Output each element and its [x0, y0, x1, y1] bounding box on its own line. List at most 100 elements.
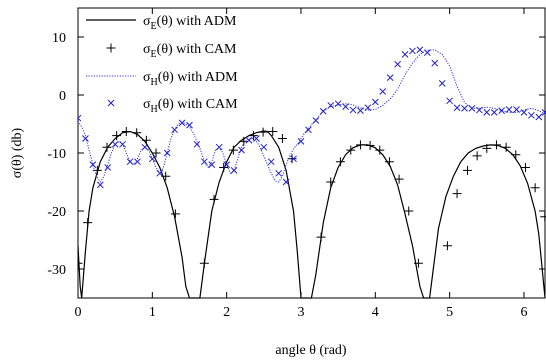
data-point	[365, 140, 375, 150]
data-point	[468, 104, 476, 112]
data-point	[230, 167, 238, 174]
x-tick-label: 3	[297, 305, 304, 320]
data-point	[505, 106, 513, 113]
y-tick-label: 10	[52, 31, 66, 46]
data-point	[267, 158, 275, 166]
data-point	[193, 140, 201, 148]
data-point	[282, 178, 290, 186]
data-point	[223, 161, 231, 168]
data-point	[134, 158, 141, 166]
data-point	[335, 157, 345, 167]
data-point	[228, 145, 238, 155]
data-point	[384, 157, 394, 167]
data-point	[483, 109, 491, 116]
data-point	[462, 165, 472, 175]
data-point	[141, 135, 151, 145]
data-point	[541, 109, 546, 116]
data-point	[513, 106, 520, 113]
data-point	[319, 107, 327, 115]
data-point	[126, 158, 134, 166]
data-point	[423, 49, 431, 57]
data-point	[260, 143, 268, 151]
data-point	[208, 161, 216, 168]
legend-label: σH(θ) with CAM	[143, 97, 238, 115]
data-point	[209, 194, 219, 204]
legend-label: σH(θ) with ADM	[143, 70, 238, 88]
x-tick-label: 4	[372, 305, 379, 320]
data-point	[186, 121, 193, 129]
data-point	[416, 46, 424, 54]
data-point	[258, 127, 268, 137]
data-point	[277, 134, 287, 143]
data-point	[111, 140, 119, 148]
data-point	[78, 258, 83, 268]
data-point	[199, 258, 209, 268]
legend-entry: σE(θ) with ADM	[86, 14, 237, 32]
x-axis-label: angle θ (rad)	[275, 343, 347, 358]
axis-ticks	[77, 8, 545, 298]
data-point	[401, 51, 409, 58]
y-axis-label: σ(θ) (db)	[10, 127, 25, 178]
y-tick-label: -10	[47, 147, 66, 162]
data-point	[530, 183, 540, 193]
data-point	[119, 140, 126, 148]
series-2	[78, 49, 546, 183]
data-point	[490, 109, 498, 116]
x-tick-label: 0	[75, 305, 82, 320]
data-point	[92, 165, 102, 175]
series-line	[78, 130, 546, 299]
data-point	[364, 104, 372, 112]
data-point	[540, 212, 546, 222]
data-point	[520, 109, 528, 116]
data-point	[409, 47, 416, 55]
x-tick-label: 5	[446, 305, 453, 320]
data-point	[442, 241, 452, 251]
data-point	[334, 100, 342, 108]
data-point	[163, 149, 171, 157]
data-point	[461, 104, 468, 112]
x-tick-label: 2	[223, 305, 230, 320]
data-point	[171, 126, 178, 134]
series-0	[78, 130, 546, 299]
data-point	[297, 138, 305, 145]
data-point	[535, 113, 543, 121]
data-point	[394, 174, 404, 184]
axis-tick-labels: 0 1 2 3 4 5 6 -30 -20 -10 0 10	[47, 31, 527, 320]
data-point	[355, 140, 365, 150]
data-point	[104, 164, 112, 171]
data-point	[89, 161, 97, 168]
series-3	[78, 46, 546, 189]
legend-marker	[106, 43, 116, 53]
data-point	[349, 106, 357, 114]
data-point	[491, 140, 501, 150]
data-point	[327, 102, 335, 109]
data-point	[151, 148, 161, 158]
data-point	[156, 169, 164, 177]
data-point	[132, 128, 142, 138]
data-point	[268, 127, 278, 137]
data-point	[438, 80, 446, 87]
x-tick-label: 1	[149, 305, 156, 320]
data-point	[112, 131, 122, 141]
data-point	[357, 107, 364, 115]
data-point	[82, 135, 89, 142]
data-point	[102, 142, 112, 152]
data-point	[215, 143, 223, 151]
legend-label: σE(θ) with ADM	[143, 14, 237, 32]
data-point	[520, 163, 530, 172]
y-tick-label: -20	[47, 205, 66, 220]
data-point	[453, 104, 461, 112]
data-point	[238, 146, 245, 154]
data-point	[78, 114, 82, 122]
data-point	[326, 177, 336, 187]
data-point	[431, 59, 439, 67]
data-point	[371, 98, 379, 106]
legend-entry: σH(θ) with ADM	[86, 70, 238, 88]
series-1	[78, 127, 546, 268]
data-point	[253, 135, 260, 142]
data-point	[379, 88, 387, 95]
series-line	[78, 49, 546, 183]
legend-entry: σE(θ) with CAM	[106, 42, 237, 60]
data-point	[245, 136, 253, 144]
series-layer	[78, 46, 546, 299]
